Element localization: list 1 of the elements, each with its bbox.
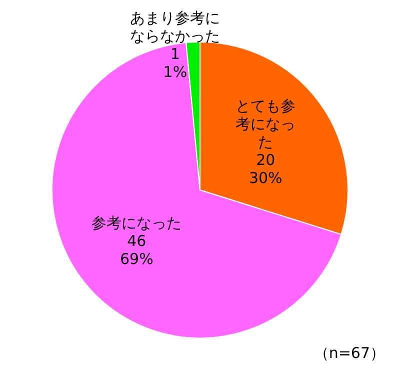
annotation: （n=67） <box>314 344 385 362</box>
